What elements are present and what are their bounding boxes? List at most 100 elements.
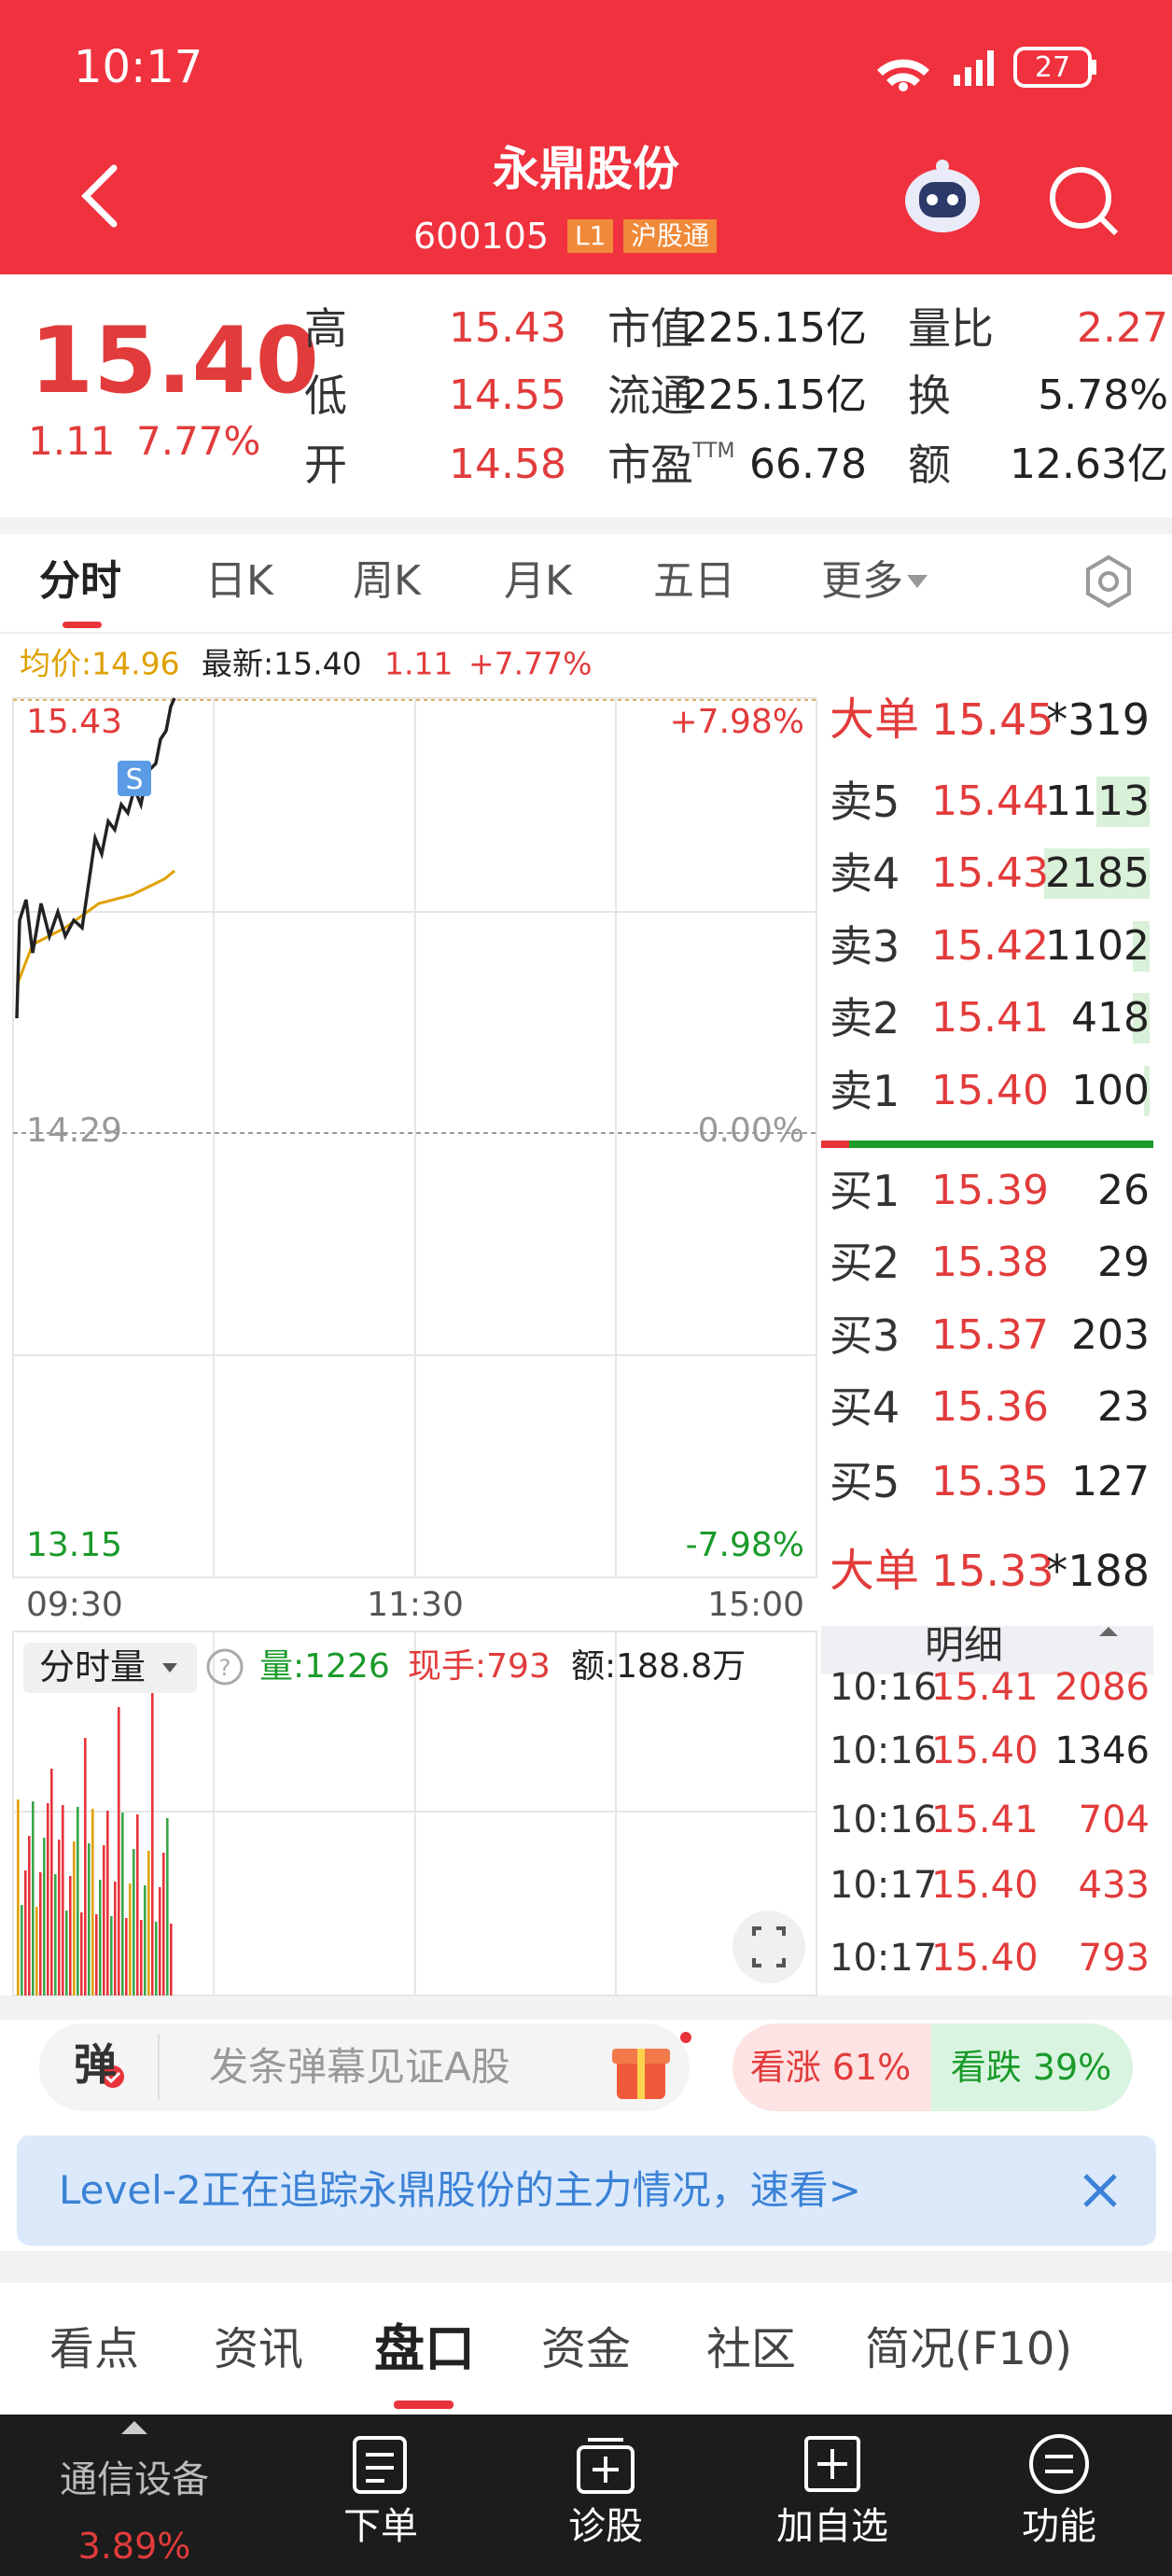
latest-price: 最新:15.40 [202, 645, 362, 682]
tab-underline [394, 2401, 453, 2409]
tick-time: 10:16 [830, 1729, 938, 1772]
up-pill[interactable] [732, 2023, 931, 2111]
banner-text[interactable]: Level-2正在追踪永鼎股份的主力情况，速看> [59, 2167, 861, 2213]
volume-bar [91, 1809, 94, 1995]
barrage-input[interactable]: 发条弹幕见证A股 [209, 2044, 510, 2090]
volume-bar [121, 1813, 124, 1995]
chart-tab[interactable]: 更多 [821, 557, 903, 605]
volume-bar [95, 1914, 98, 1995]
volume-bar [24, 1870, 27, 1995]
volume-bar [151, 1676, 154, 1995]
nav-item[interactable]: 下单 [343, 2505, 418, 2548]
ob-label: 卖5 [830, 777, 900, 827]
tick-price: 15.41 [931, 1799, 1039, 1841]
volume-bar [28, 1836, 31, 1995]
stat-label: 流通 [607, 371, 693, 421]
tick-price: 15.40 [931, 1937, 1039, 1980]
tick-time: 10:17 [830, 1937, 938, 1980]
volume-bar [77, 1807, 79, 1995]
volume-bar [69, 1876, 72, 1995]
nav-item[interactable]: 加自选 [776, 2505, 888, 2548]
ob-volume: 100 [1071, 1067, 1150, 1114]
ob-price: 15.44 [931, 777, 1049, 825]
last-price: 15.40 [30, 308, 319, 414]
stat-label: 市值 [607, 303, 693, 354]
volume-bar [136, 1814, 139, 1995]
chart-tab[interactable]: 月K [504, 557, 572, 605]
nav-bg [0, 2415, 1172, 2576]
back-icon[interactable] [81, 164, 118, 228]
volume-bar [58, 1840, 61, 1995]
barrage-pill[interactable] [39, 2023, 690, 2111]
volume-bar [17, 1799, 20, 1995]
chart-tab[interactable]: 分时 [39, 557, 121, 605]
assistant-icon[interactable] [905, 160, 980, 232]
sector-name[interactable]: 通信设备 [60, 2458, 209, 2501]
fullscreen-icon [752, 1926, 786, 1967]
stat-value: 14.58 [449, 441, 566, 488]
badge: 沪股通 [623, 219, 718, 253]
chart-tab[interactable]: 周K [353, 557, 421, 605]
ob-label: 买2 [830, 1238, 900, 1288]
stat-value: 225.15亿 [682, 304, 867, 352]
nav-icons [353, 2434, 1089, 2494]
ob-label: 大单 [830, 1545, 920, 1597]
volume-bar [166, 1818, 169, 1995]
ob-label: 买1 [830, 1166, 900, 1216]
volume-bar [170, 1924, 173, 1995]
help-icon[interactable] [206, 1648, 244, 1686]
info-tab[interactable]: 简况(F10) [865, 2323, 1073, 2375]
stat-label: 高 [304, 303, 347, 354]
marker-bg [118, 761, 151, 796]
gift-icon[interactable] [612, 2032, 691, 2099]
stock-code: 600105 [413, 216, 550, 257]
change-percent: 7.77% [136, 418, 261, 464]
ob-price: 15.45 [931, 694, 1054, 745]
bear-vote[interactable]: 看跌 39% [950, 2047, 1112, 2088]
info-tab[interactable]: 看点 [49, 2323, 140, 2375]
ob-label: 卖1 [830, 1066, 900, 1116]
chart-change: 1.11 [384, 645, 453, 682]
chart-tab[interactable]: 五日 [653, 557, 735, 605]
fullscreen-btn[interactable] [732, 1911, 805, 1983]
price-change: 1.11 [28, 418, 116, 464]
detail-tab[interactable]: 明细 [924, 1622, 1004, 1668]
info-tab[interactable]: 资讯 [214, 2323, 304, 2375]
ob-label: 卖2 [830, 993, 900, 1043]
ttm-sup: TTM [692, 440, 735, 463]
volume-bar [84, 1738, 87, 1995]
search-icon[interactable] [1050, 167, 1119, 236]
ob-volume: 26 [1097, 1167, 1150, 1214]
ob-label: 卖4 [830, 848, 900, 899]
info-tab[interactable]: 社区 [706, 2323, 797, 2375]
ob-volume: 418 [1071, 994, 1150, 1042]
axis-label: 14.29 [26, 1112, 123, 1150]
volume-bar [80, 1912, 83, 1995]
info-tab[interactable]: 盘口 [374, 2319, 475, 2378]
down-pill[interactable] [931, 2023, 1133, 2111]
chart-tab[interactable]: 日K [205, 557, 273, 605]
nav-item[interactable]: 诊股 [568, 2505, 643, 2548]
bull-vote[interactable]: 看涨 61% [749, 2047, 912, 2088]
ob-price: 15.41 [931, 994, 1049, 1042]
info-tab[interactable]: 资金 [541, 2323, 632, 2375]
stat-value: 12.63亿 [1010, 441, 1168, 488]
settings-icon[interactable] [1086, 554, 1131, 609]
ob-volume: 127 [1071, 1458, 1150, 1505]
tick-time: 10:16 [830, 1666, 938, 1709]
ob-volume: 2185 [1045, 849, 1150, 897]
stat-value: 14.55 [449, 371, 566, 419]
badge-check [105, 2071, 121, 2084]
stat-value: 5.78% [1038, 371, 1168, 419]
volume-select[interactable] [23, 1643, 197, 1693]
status-icons [877, 47, 1096, 91]
sort-arrow [1099, 1627, 1118, 1636]
volume-bar [106, 1811, 109, 1995]
ob-volume: 1113 [1045, 777, 1150, 825]
nav-item[interactable]: 功能 [1022, 2505, 1096, 2548]
axis-label: 0.00% [697, 1112, 804, 1150]
detail-bg[interactable] [821, 1626, 1153, 1674]
tick-volume: 704 [1078, 1799, 1150, 1841]
close-icon[interactable] [1083, 2174, 1117, 2207]
banner-bg[interactable] [17, 2135, 1156, 2246]
